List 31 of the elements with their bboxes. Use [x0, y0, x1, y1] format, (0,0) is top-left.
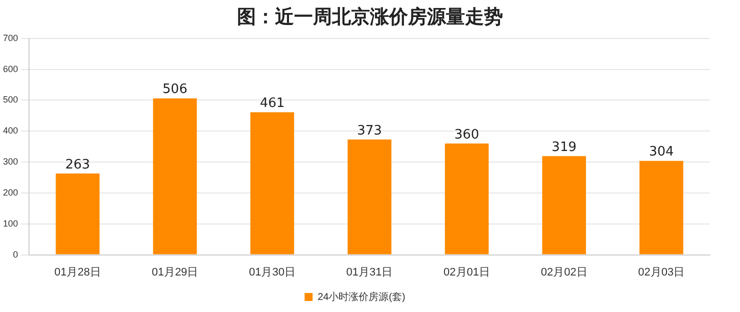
- x-tick-label: 01月31日: [346, 266, 393, 278]
- y-tick-label: 600: [2, 64, 18, 74]
- bar: [348, 139, 392, 254]
- bar: [250, 112, 294, 254]
- y-tick-label: 100: [2, 218, 18, 228]
- data-label: 263: [65, 157, 90, 172]
- data-label: 506: [162, 82, 188, 98]
- y-tick-label: 0: [13, 249, 18, 260]
- y-tick-label: 500: [2, 94, 18, 105]
- x-tick-label: 02月03日: [638, 266, 685, 278]
- x-tick-label: 01月30日: [248, 266, 296, 278]
- chart-title: 图：近一周北京涨价房源量走势: [236, 5, 504, 30]
- bar: [444, 144, 489, 254]
- data-label: 304: [648, 144, 674, 160]
- x-tick-label: 01月28日: [54, 266, 101, 278]
- bar: [56, 173, 100, 254]
- data-label: 461: [260, 96, 285, 112]
- y-tick-label: 200: [2, 187, 18, 198]
- x-tick-label: 01月29日: [152, 266, 198, 278]
- x-tick-label: 02月01日: [444, 266, 490, 278]
- x-tick-label: 02月02日: [540, 266, 588, 278]
- data-label: 373: [357, 123, 382, 138]
- bar: [153, 98, 197, 254]
- data-label: 319: [552, 140, 576, 156]
- bar: [639, 160, 684, 254]
- legend-label: 24小时涨价房源(套): [318, 290, 406, 303]
- bar: [542, 156, 586, 254]
- y-tick-label: 400: [2, 126, 18, 136]
- data-label: 360: [454, 127, 480, 142]
- y-tick-label: 300: [2, 156, 18, 167]
- y-tick-label: 700: [2, 32, 18, 43]
